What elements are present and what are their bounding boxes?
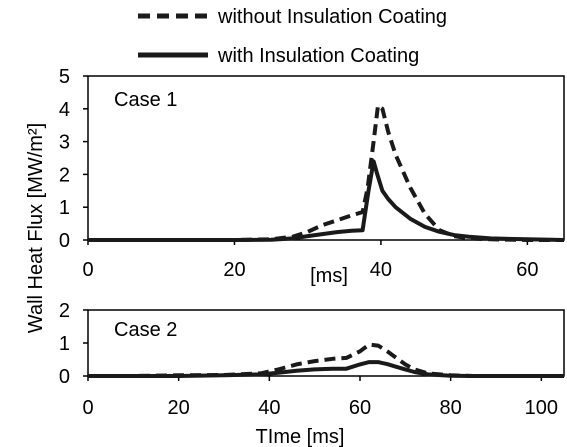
x-axis-label: TIme [ms]	[256, 426, 345, 447]
series-line-without-coating	[88, 342, 564, 378]
chart-panel-case-1: Case 1 [ms] 0 1 2 3 4 5 0 20 40 60	[59, 66, 565, 287]
y-tick-label: 0	[59, 366, 70, 388]
x-tick-label: 20	[168, 397, 190, 419]
y-tick-label: 3	[59, 132, 70, 154]
x-tick-label: 60	[349, 397, 371, 419]
legend-label-without-coating: without Insulation Coating	[217, 6, 447, 28]
x-tick-label: 100	[525, 397, 558, 419]
x-tick-label: 0	[82, 259, 93, 281]
x-tick-label: 60	[516, 259, 538, 281]
legend-label-with-coating: with Insulation Coating	[217, 45, 419, 67]
series-line-without-coating	[88, 103, 564, 242]
x-tick-label: 80	[440, 397, 462, 419]
x-tick-label: 20	[223, 259, 245, 281]
series-line-with-coating	[88, 360, 564, 378]
x-tick-label: 40	[258, 397, 280, 419]
series-line-with-coating	[88, 159, 565, 242]
panel-title: Case 1	[114, 89, 177, 111]
legend: without Insulation Coating with Insulati…	[138, 6, 447, 67]
y-tick-label: 0	[59, 230, 70, 252]
x-tick-label: 40	[370, 259, 392, 281]
y-tick-label: 2	[59, 164, 70, 186]
panel-title: Case 2	[114, 319, 177, 341]
y-axis-label: Wall Heat Flux [MW/m²]	[25, 123, 47, 333]
y-tick-label: 4	[59, 99, 70, 121]
y-tick-label: 1	[59, 333, 70, 355]
x-tick-label: 0	[82, 397, 93, 419]
x-axis-label: [ms]	[310, 265, 348, 287]
plot-area-frame	[87, 75, 565, 241]
y-tick-label: 5	[59, 66, 70, 88]
y-tick-label: 2	[59, 300, 70, 322]
y-tick-label: 1	[59, 197, 70, 219]
